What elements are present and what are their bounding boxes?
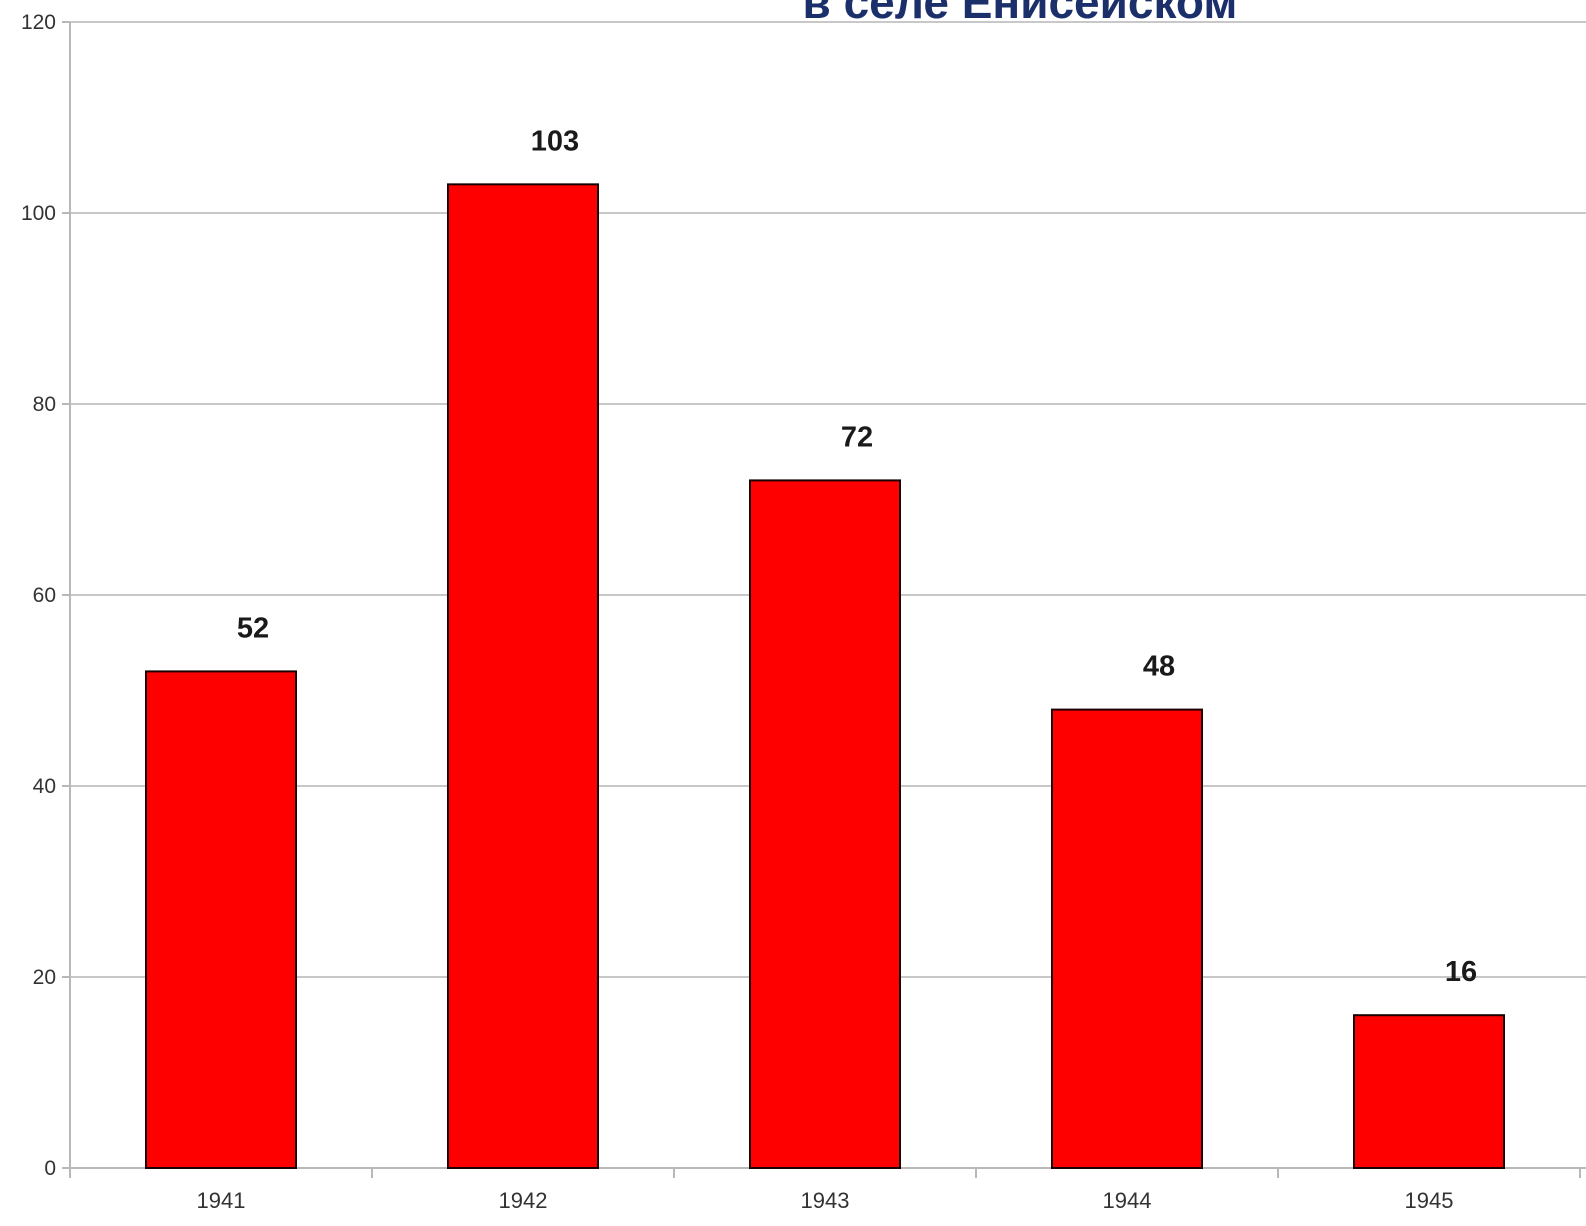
- data-label-1942: 103: [531, 125, 579, 157]
- chart-title: в селе Енисейском: [803, 0, 1238, 28]
- y-tick-label: 60: [33, 584, 56, 607]
- bar-1943: [749, 479, 901, 1169]
- x-tick-label-1941: 1941: [197, 1188, 246, 1213]
- bar-1945: [1353, 1014, 1505, 1170]
- x-tick-label-1943: 1943: [801, 1188, 850, 1213]
- x-tick-label-1945: 1945: [1405, 1188, 1454, 1213]
- x-tick-label-1942: 1942: [499, 1188, 548, 1213]
- bar-1942: [447, 183, 599, 1170]
- bars: [145, 183, 1505, 1170]
- data-label-1943: 72: [841, 421, 873, 453]
- y-tick-label: 0: [44, 1157, 56, 1180]
- labels: 0 20 40 60 80 100 120 52 1941 103 1942 72 1943 48 1944…: [21, 11, 1477, 1213]
- bar-1941: [145, 670, 297, 1170]
- y-tick-label: 120: [21, 11, 56, 34]
- data-label-1941: 52: [237, 612, 269, 644]
- data-label-1945: 16: [1445, 956, 1477, 988]
- x-tick-label-1944: 1944: [1103, 1188, 1152, 1213]
- bar-1944: [1051, 708, 1203, 1169]
- y-tick-label: 100: [21, 202, 56, 225]
- y-tick-label: 20: [33, 966, 56, 989]
- data-label-1944: 48: [1143, 651, 1175, 683]
- y-tick-label: 40: [33, 775, 56, 798]
- y-tick-label: 80: [33, 393, 56, 416]
